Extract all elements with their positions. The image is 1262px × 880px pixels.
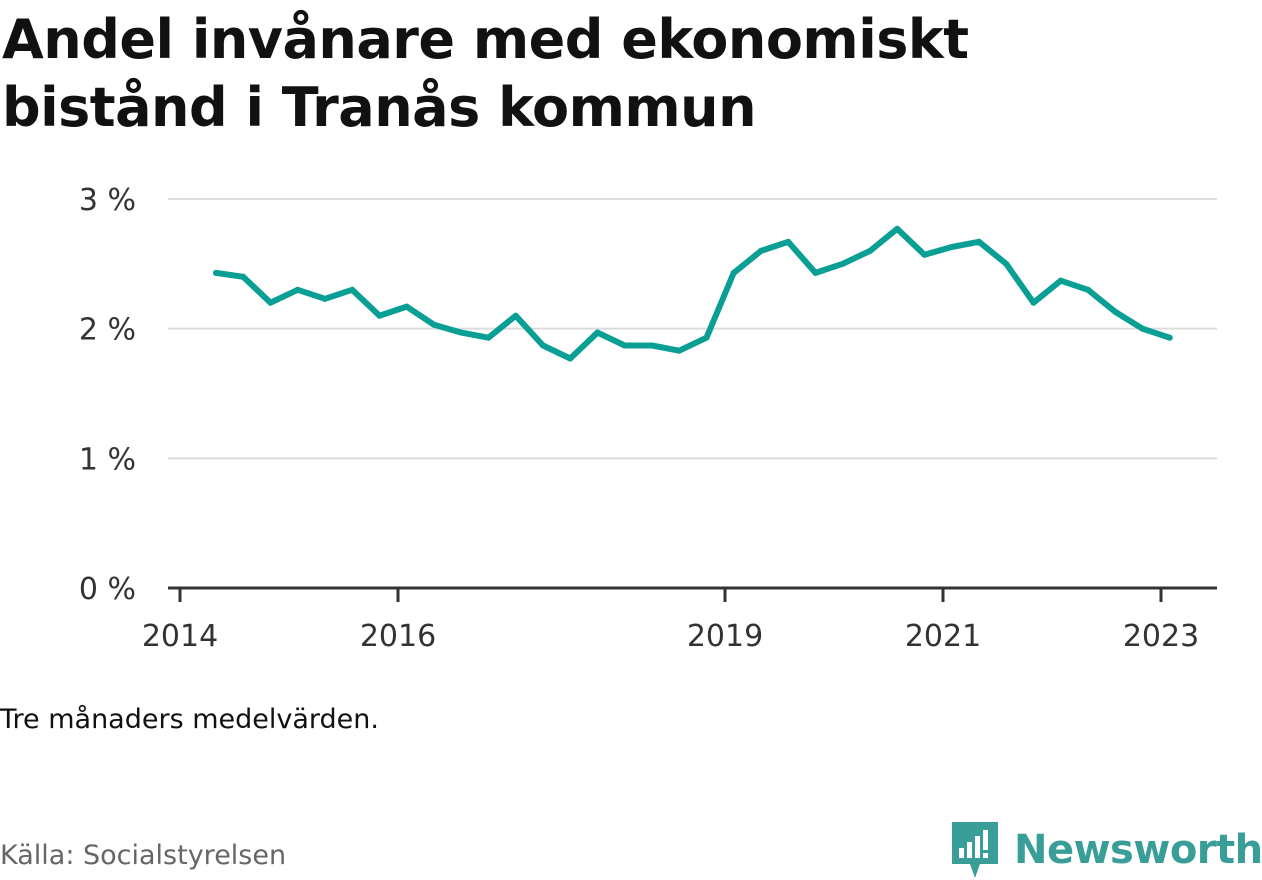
brand-name: Newsworthy	[1014, 827, 1262, 873]
data-point	[703, 334, 710, 341]
y-tick-label: 2 %	[79, 313, 136, 348]
chart-note: Tre månaders medelvärden.	[0, 704, 379, 735]
x-tick-label: 2023	[1123, 619, 1199, 654]
data-point	[539, 342, 546, 349]
data-point	[1112, 308, 1119, 315]
data-point	[349, 286, 356, 293]
data-point	[1057, 277, 1064, 284]
data-point	[730, 269, 737, 276]
data-point	[240, 273, 247, 280]
data-point	[948, 243, 955, 250]
data-point	[321, 295, 328, 302]
data-point	[1139, 325, 1146, 332]
line-chart: 0 % 1 % 2 % 3 % 2014 2016 2019 2021 2023	[79, 183, 1217, 654]
data-point	[1166, 334, 1173, 341]
data-point	[676, 347, 683, 354]
newsworthy-logo-icon	[952, 822, 998, 878]
data-point	[894, 225, 901, 232]
x-tick-label: 2019	[687, 619, 763, 654]
source-text: Källa: Socialstyrelsen	[0, 840, 287, 871]
data-point	[812, 269, 819, 276]
data-point	[430, 321, 437, 328]
x-axis: 2014 2016 2019 2021 2023	[142, 586, 1217, 654]
data-point	[757, 247, 764, 254]
chart-title: Andel invånare med ekonomiskt bistånd i …	[2, 8, 969, 139]
data-point	[648, 342, 655, 349]
data-point	[294, 286, 301, 293]
data-point	[594, 329, 601, 336]
data-point	[866, 247, 873, 254]
data-point	[485, 334, 492, 341]
data-point	[403, 303, 410, 310]
brand-logo: Newsworthy	[950, 820, 1262, 880]
data-point	[458, 329, 465, 336]
y-axis-tick-labels: 0 % 1 % 2 % 3 %	[79, 183, 136, 607]
x-tick-label: 2014	[142, 619, 218, 654]
data-point	[512, 312, 519, 319]
grid-lines	[168, 198, 1217, 460]
x-tick-label: 2021	[905, 619, 981, 654]
data-point	[621, 342, 628, 349]
data-point	[975, 238, 982, 245]
y-tick-label: 1 %	[79, 442, 136, 477]
data-point	[376, 312, 383, 319]
y-tick-label: 3 %	[79, 183, 136, 218]
data-point	[921, 251, 928, 258]
x-tick-label: 2016	[360, 619, 436, 654]
data-point	[1084, 286, 1091, 293]
series-line	[213, 225, 1173, 362]
data-point	[212, 269, 219, 276]
data-point	[267, 299, 274, 306]
data-point	[567, 355, 574, 362]
data-series	[212, 225, 1173, 362]
data-point	[1003, 260, 1010, 267]
data-point	[839, 260, 846, 267]
y-tick-label: 0 %	[79, 572, 136, 607]
data-point	[1030, 299, 1037, 306]
data-point	[785, 238, 792, 245]
